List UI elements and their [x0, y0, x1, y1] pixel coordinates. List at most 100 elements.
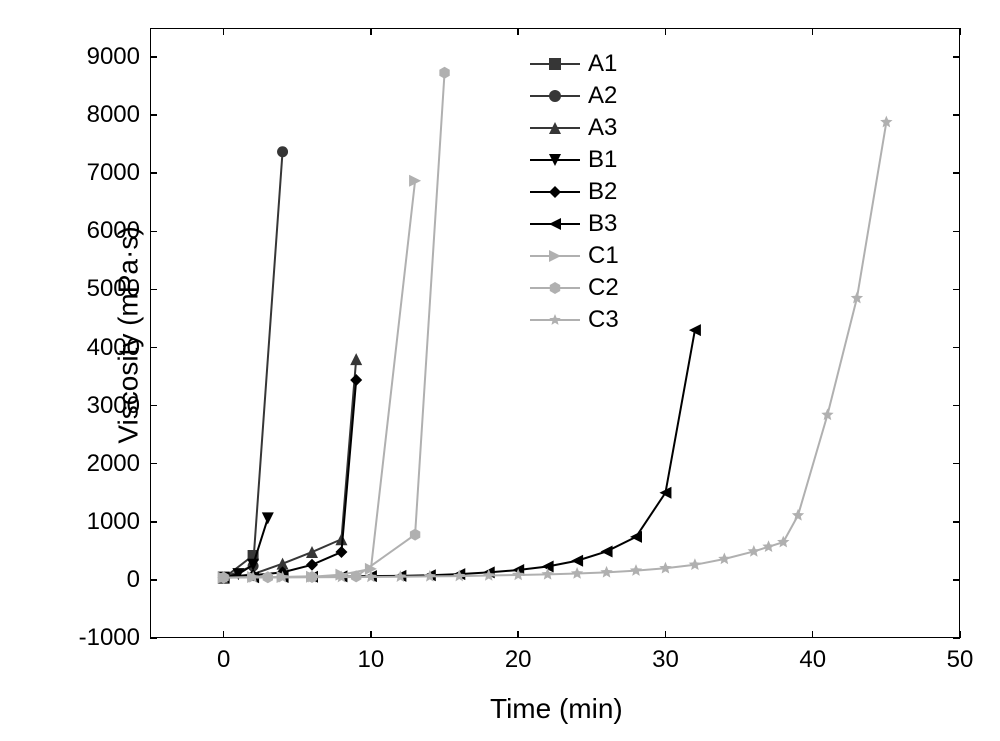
- y-tick: [953, 405, 960, 407]
- series-marker-C3: [630, 564, 642, 576]
- series-marker-A3: [350, 353, 362, 365]
- legend-label: C3: [588, 306, 619, 334]
- y-tick: [150, 114, 157, 116]
- series-marker-C3: [659, 562, 671, 574]
- y-tick-label: 6000: [70, 217, 140, 245]
- x-tick: [812, 28, 814, 35]
- legend-marker-triangle-up-icon: [543, 116, 567, 145]
- series-marker-B3: [630, 531, 642, 543]
- legend-line: [530, 319, 580, 321]
- x-tick-label: 0: [199, 646, 249, 674]
- legend-line: [530, 287, 580, 289]
- y-tick: [150, 231, 157, 233]
- chart-container: Viscosity (mPa·s) Time (min) A1A2A3B1B2B…: [0, 0, 1000, 741]
- y-tick: [953, 289, 960, 291]
- y-tick-label: 0: [70, 566, 140, 594]
- y-tick: [953, 56, 960, 58]
- legend-line: [530, 223, 580, 225]
- y-tick: [953, 114, 960, 116]
- series-marker-C3: [571, 567, 583, 579]
- legend-item-C2: C2: [530, 272, 619, 304]
- legend-marker-diamond-icon: [543, 180, 567, 209]
- series-marker-B2: [335, 546, 347, 558]
- legend-label: A3: [588, 114, 617, 142]
- legend-item-B2: B2: [530, 176, 619, 208]
- x-tick: [370, 631, 372, 638]
- y-tick: [150, 521, 157, 523]
- series-line-B3: [224, 330, 695, 577]
- legend-line: [530, 159, 580, 161]
- x-tick: [223, 631, 225, 638]
- y-tick-label: 5000: [70, 275, 140, 303]
- legend-label: B1: [588, 146, 617, 174]
- y-tick: [953, 347, 960, 349]
- x-tick: [370, 28, 372, 35]
- y-tick-label: 8000: [70, 101, 140, 129]
- legend-item-B3: B3: [530, 208, 619, 240]
- legend-label: B3: [588, 210, 617, 238]
- legend-marker-star-icon: [543, 308, 567, 337]
- legend-label: C1: [588, 242, 619, 270]
- series-line-A2: [224, 152, 283, 578]
- y-tick-label: -1000: [70, 624, 140, 652]
- legend-label: B2: [588, 178, 617, 206]
- x-tick-label: 10: [346, 646, 396, 674]
- series-marker-B2: [306, 559, 318, 571]
- y-tick: [150, 56, 157, 58]
- series-marker-B1: [262, 512, 274, 524]
- legend-item-A1: A1: [530, 48, 619, 80]
- legend-item-C3: C3: [530, 304, 619, 336]
- y-tick: [953, 579, 960, 581]
- legend-marker-hexagon-icon: [543, 276, 567, 305]
- series-line-C1: [224, 181, 415, 578]
- series-marker-C2: [439, 67, 449, 79]
- x-tick: [517, 28, 519, 35]
- y-tick-label: 9000: [70, 43, 140, 71]
- x-tick: [812, 631, 814, 638]
- legend-marker-square-icon: [543, 52, 567, 81]
- legend-line: [530, 95, 580, 97]
- x-tick: [223, 28, 225, 35]
- y-tick: [150, 405, 157, 407]
- legend: A1A2A3 B1 B2 B3 C1 C2 C3: [530, 48, 619, 336]
- x-tick-label: 30: [640, 646, 690, 674]
- y-tick-label: 1000: [70, 508, 140, 536]
- legend-item-C1: C1: [530, 240, 619, 272]
- series-marker-B2: [350, 374, 362, 386]
- series-marker-C3: [748, 545, 760, 557]
- x-tick: [959, 28, 961, 35]
- legend-line: [530, 191, 580, 193]
- series-marker-C3: [600, 566, 612, 578]
- series-marker-B3: [601, 545, 613, 557]
- y-tick: [953, 231, 960, 233]
- y-tick: [150, 637, 157, 639]
- y-tick: [150, 172, 157, 174]
- series-marker-A2: [277, 146, 288, 157]
- series-line-B1: [224, 518, 268, 577]
- legend-line: [530, 255, 580, 257]
- y-tick-label: 4000: [70, 334, 140, 362]
- legend-item-A2: A2: [530, 80, 619, 112]
- y-tick: [150, 463, 157, 465]
- y-tick-label: 2000: [70, 450, 140, 478]
- legend-label: C2: [588, 274, 619, 302]
- series-marker-A3: [306, 546, 318, 558]
- legend-marker-circle-icon: [543, 84, 567, 113]
- series-marker-C3: [718, 552, 730, 564]
- x-tick-label: 40: [788, 646, 838, 674]
- x-tick: [959, 631, 961, 638]
- x-tick-label: 20: [493, 646, 543, 674]
- legend-line: [530, 63, 580, 65]
- y-tick: [953, 463, 960, 465]
- legend-line: [530, 127, 580, 129]
- y-tick: [150, 289, 157, 291]
- series-marker-B3: [571, 555, 583, 567]
- series-marker-C3: [792, 509, 804, 521]
- series-marker-C3: [762, 540, 774, 552]
- legend-label: A1: [588, 50, 617, 78]
- y-tick: [150, 347, 157, 349]
- series-marker-C3: [689, 558, 701, 570]
- x-tick: [517, 631, 519, 638]
- legend-item-B1: B1: [530, 144, 619, 176]
- y-tick: [953, 521, 960, 523]
